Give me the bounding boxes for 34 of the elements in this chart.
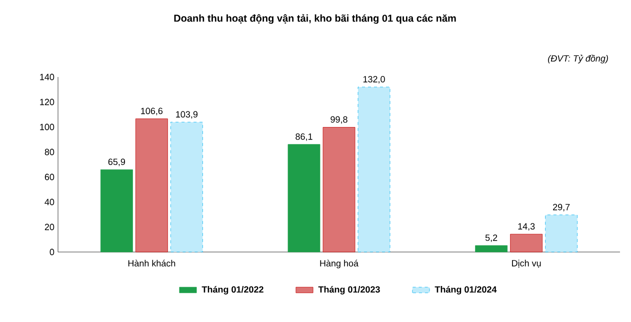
y-tick-label: 100 — [40, 124, 54, 130]
x-tick-label: Hàng hoá — [320, 260, 358, 268]
data-label: 99,8 — [330, 116, 348, 124]
bar — [170, 122, 203, 252]
y-tick-label: 20 — [44, 224, 54, 230]
bar — [510, 234, 543, 252]
data-label: 14,3 — [518, 223, 535, 231]
bar — [545, 214, 578, 252]
bar — [135, 118, 168, 252]
data-label: 106,6 — [141, 108, 163, 116]
bar — [100, 169, 133, 252]
legend-label: Tháng 01/2023 — [318, 286, 380, 294]
y-tick-label: 0 — [50, 248, 54, 256]
data-label: 103,9 — [176, 111, 198, 119]
y-tick-label: 80 — [44, 148, 54, 156]
data-label: 5,2 — [485, 234, 498, 242]
bar — [475, 245, 508, 252]
y-tick-label: 60 — [44, 174, 54, 180]
legend-label: Tháng 01/2024 — [434, 286, 497, 294]
bar — [358, 86, 390, 252]
bar — [288, 144, 320, 252]
data-label: 29,7 — [553, 204, 570, 212]
data-label: 132,0 — [363, 76, 385, 84]
y-tick-label: 40 — [44, 198, 54, 206]
bar — [322, 127, 356, 252]
chart-title: Doanh thu hoạt động vận tải, kho bãi tháng 01 qua các năm — [174, 14, 456, 24]
data-label: 86,1 — [296, 133, 312, 141]
x-tick-label: Hành khách — [128, 260, 176, 267]
text: (ĐVT: Tỷ đồng) — [548, 54, 608, 64]
legend-label: Tháng 01/2022 — [202, 286, 264, 294]
data-label: 65,9 — [108, 158, 125, 166]
y-tick-label: 120 — [40, 98, 54, 106]
x-tick-label: Dịch vụ — [512, 260, 541, 268]
y-tick-label: 140 — [40, 74, 54, 80]
